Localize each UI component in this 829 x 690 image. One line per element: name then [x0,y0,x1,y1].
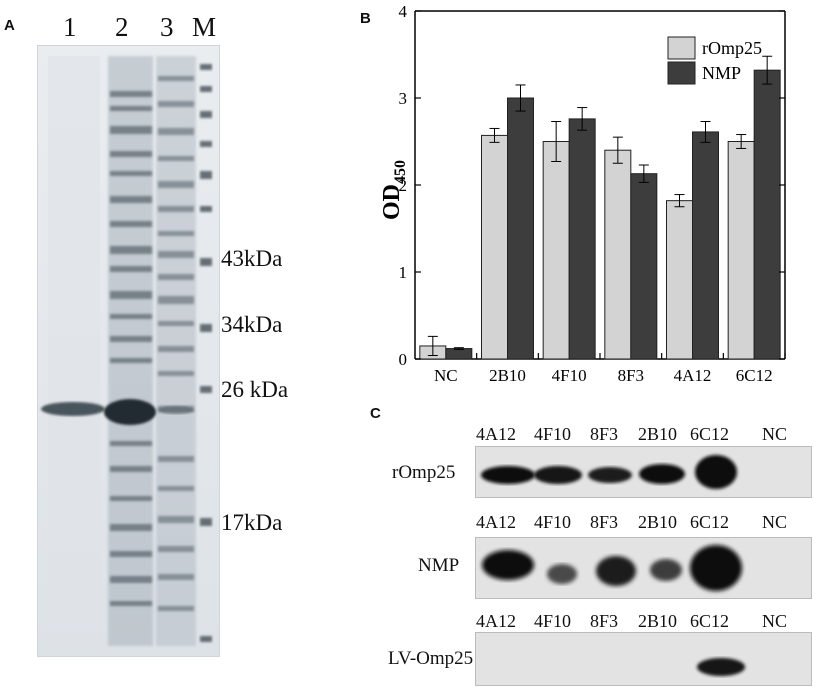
y-axis-label: OD450 [379,160,409,220]
marker-label-26kda: 26 kDa [221,377,289,402]
y-tick-label: 2 [399,176,408,195]
panel-a-letter: A [4,17,15,34]
od450-bar-chart: 0 1 2 3 4 NC 2B10 4F10 8F3 4A12 6C12 rOmp25 NMP OD4… [379,2,786,385]
marker-label-17kda: 17kDa [221,510,283,535]
x-tick-label: 8F3 [618,366,644,385]
blot1-lane-4a12: 4A12 [476,424,516,444]
legend-swatch [667,61,696,85]
lane-label-1: 1 [63,12,77,42]
blot2-lane-4a12: 4A12 [476,512,516,532]
bar [604,149,632,360]
legend-swatch [667,36,696,60]
blot3-lane-4a12: 4A12 [476,611,516,631]
panel-b-letter: B [360,10,371,27]
lane-label-2: 2 [115,12,129,42]
lane-label-3: 3 [160,12,174,42]
x-tick-label: 4F10 [552,366,587,385]
bar [507,97,534,360]
blot-romp25 [475,446,812,498]
blot2-lane-4f10: 4F10 [534,512,572,532]
gel-image [37,45,220,657]
blot2-lane-2b10: 2B10 [638,512,678,532]
chart-tick-labels: 0 1 2 3 4 NC 2B10 4F10 8F3 4A12 6C12 [399,2,786,385]
bar [753,69,781,360]
y-tick-label: 3 [399,89,408,108]
bar [542,141,570,360]
marker-label-43kda: 43kDa [221,246,283,271]
chart-error-bars [427,55,773,357]
blot3-lane-6c12: 6C12 [690,611,730,631]
blot1-lane-6c12: 6C12 [690,424,730,444]
blot1-lane-8f3: 8F3 [590,424,619,444]
blot3-lane-nc: NC [762,611,788,631]
blot3-lane-2b10: 2B10 [638,611,678,631]
blot3-label: LV-Omp25 [388,648,474,669]
blot-nmp [475,537,812,599]
lane-label-m: M [192,12,217,42]
bar [630,173,658,360]
blot3-lane-8f3: 8F3 [590,611,619,631]
blot1-label: rOmp25 [392,462,456,483]
gel-bands-svg [41,56,212,646]
legend-label: rOmp25 [702,38,762,58]
blot3-lane-4f10: 4F10 [534,611,572,631]
x-tick-label: NC [434,366,458,385]
blot1-lane-nc: NC [762,424,788,444]
blot2-label: NMP [418,555,460,576]
blot2-lane-nc: NC [762,512,788,532]
y-tick-label: 1 [399,263,408,282]
blot2-lane-6c12: 6C12 [690,512,730,532]
x-tick-label: 2B10 [489,366,526,385]
chart-legend: rOmp25 NMP [667,36,762,85]
blot2-lane-8f3: 8F3 [590,512,619,532]
bar [445,348,473,360]
chart-bars [419,69,781,360]
y-tick-label: 4 [399,2,408,21]
y-tick-label: 0 [399,350,408,369]
marker-label-34kda: 34kDa [221,312,283,337]
blot1-lane-4f10: 4F10 [534,424,572,444]
blot1-lane-2b10: 2B10 [638,424,678,444]
bar [481,134,508,360]
x-tick-label: 6C12 [736,366,773,385]
bar [568,118,596,360]
legend-label: NMP [702,63,741,83]
bar [666,200,693,360]
panel-c-letter: C [370,405,381,422]
blot-lv-omp25 [475,632,812,686]
bar [692,131,719,360]
bar [727,141,755,360]
x-tick-label: 4A12 [674,366,712,385]
